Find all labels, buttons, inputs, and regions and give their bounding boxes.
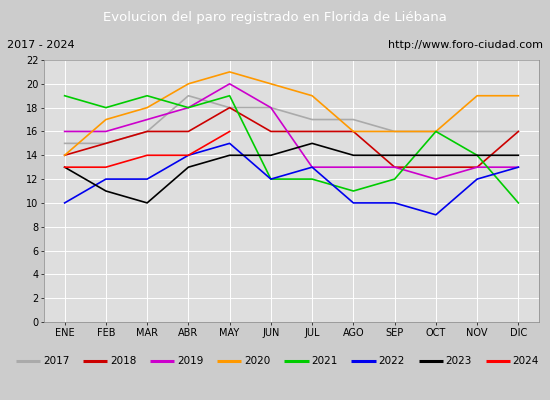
Text: 2017: 2017 bbox=[43, 356, 69, 366]
Text: 2018: 2018 bbox=[110, 356, 136, 366]
Text: 2022: 2022 bbox=[378, 356, 405, 366]
Text: 2024: 2024 bbox=[513, 356, 539, 366]
Text: 2020: 2020 bbox=[244, 356, 271, 366]
Text: 2023: 2023 bbox=[446, 356, 472, 366]
Text: 2017 - 2024: 2017 - 2024 bbox=[7, 40, 74, 50]
Text: http://www.foro-ciudad.com: http://www.foro-ciudad.com bbox=[388, 40, 543, 50]
Text: 2021: 2021 bbox=[311, 356, 338, 366]
Text: Evolucion del paro registrado en Florida de Liébana: Evolucion del paro registrado en Florida… bbox=[103, 10, 447, 24]
Text: 2019: 2019 bbox=[177, 356, 204, 366]
